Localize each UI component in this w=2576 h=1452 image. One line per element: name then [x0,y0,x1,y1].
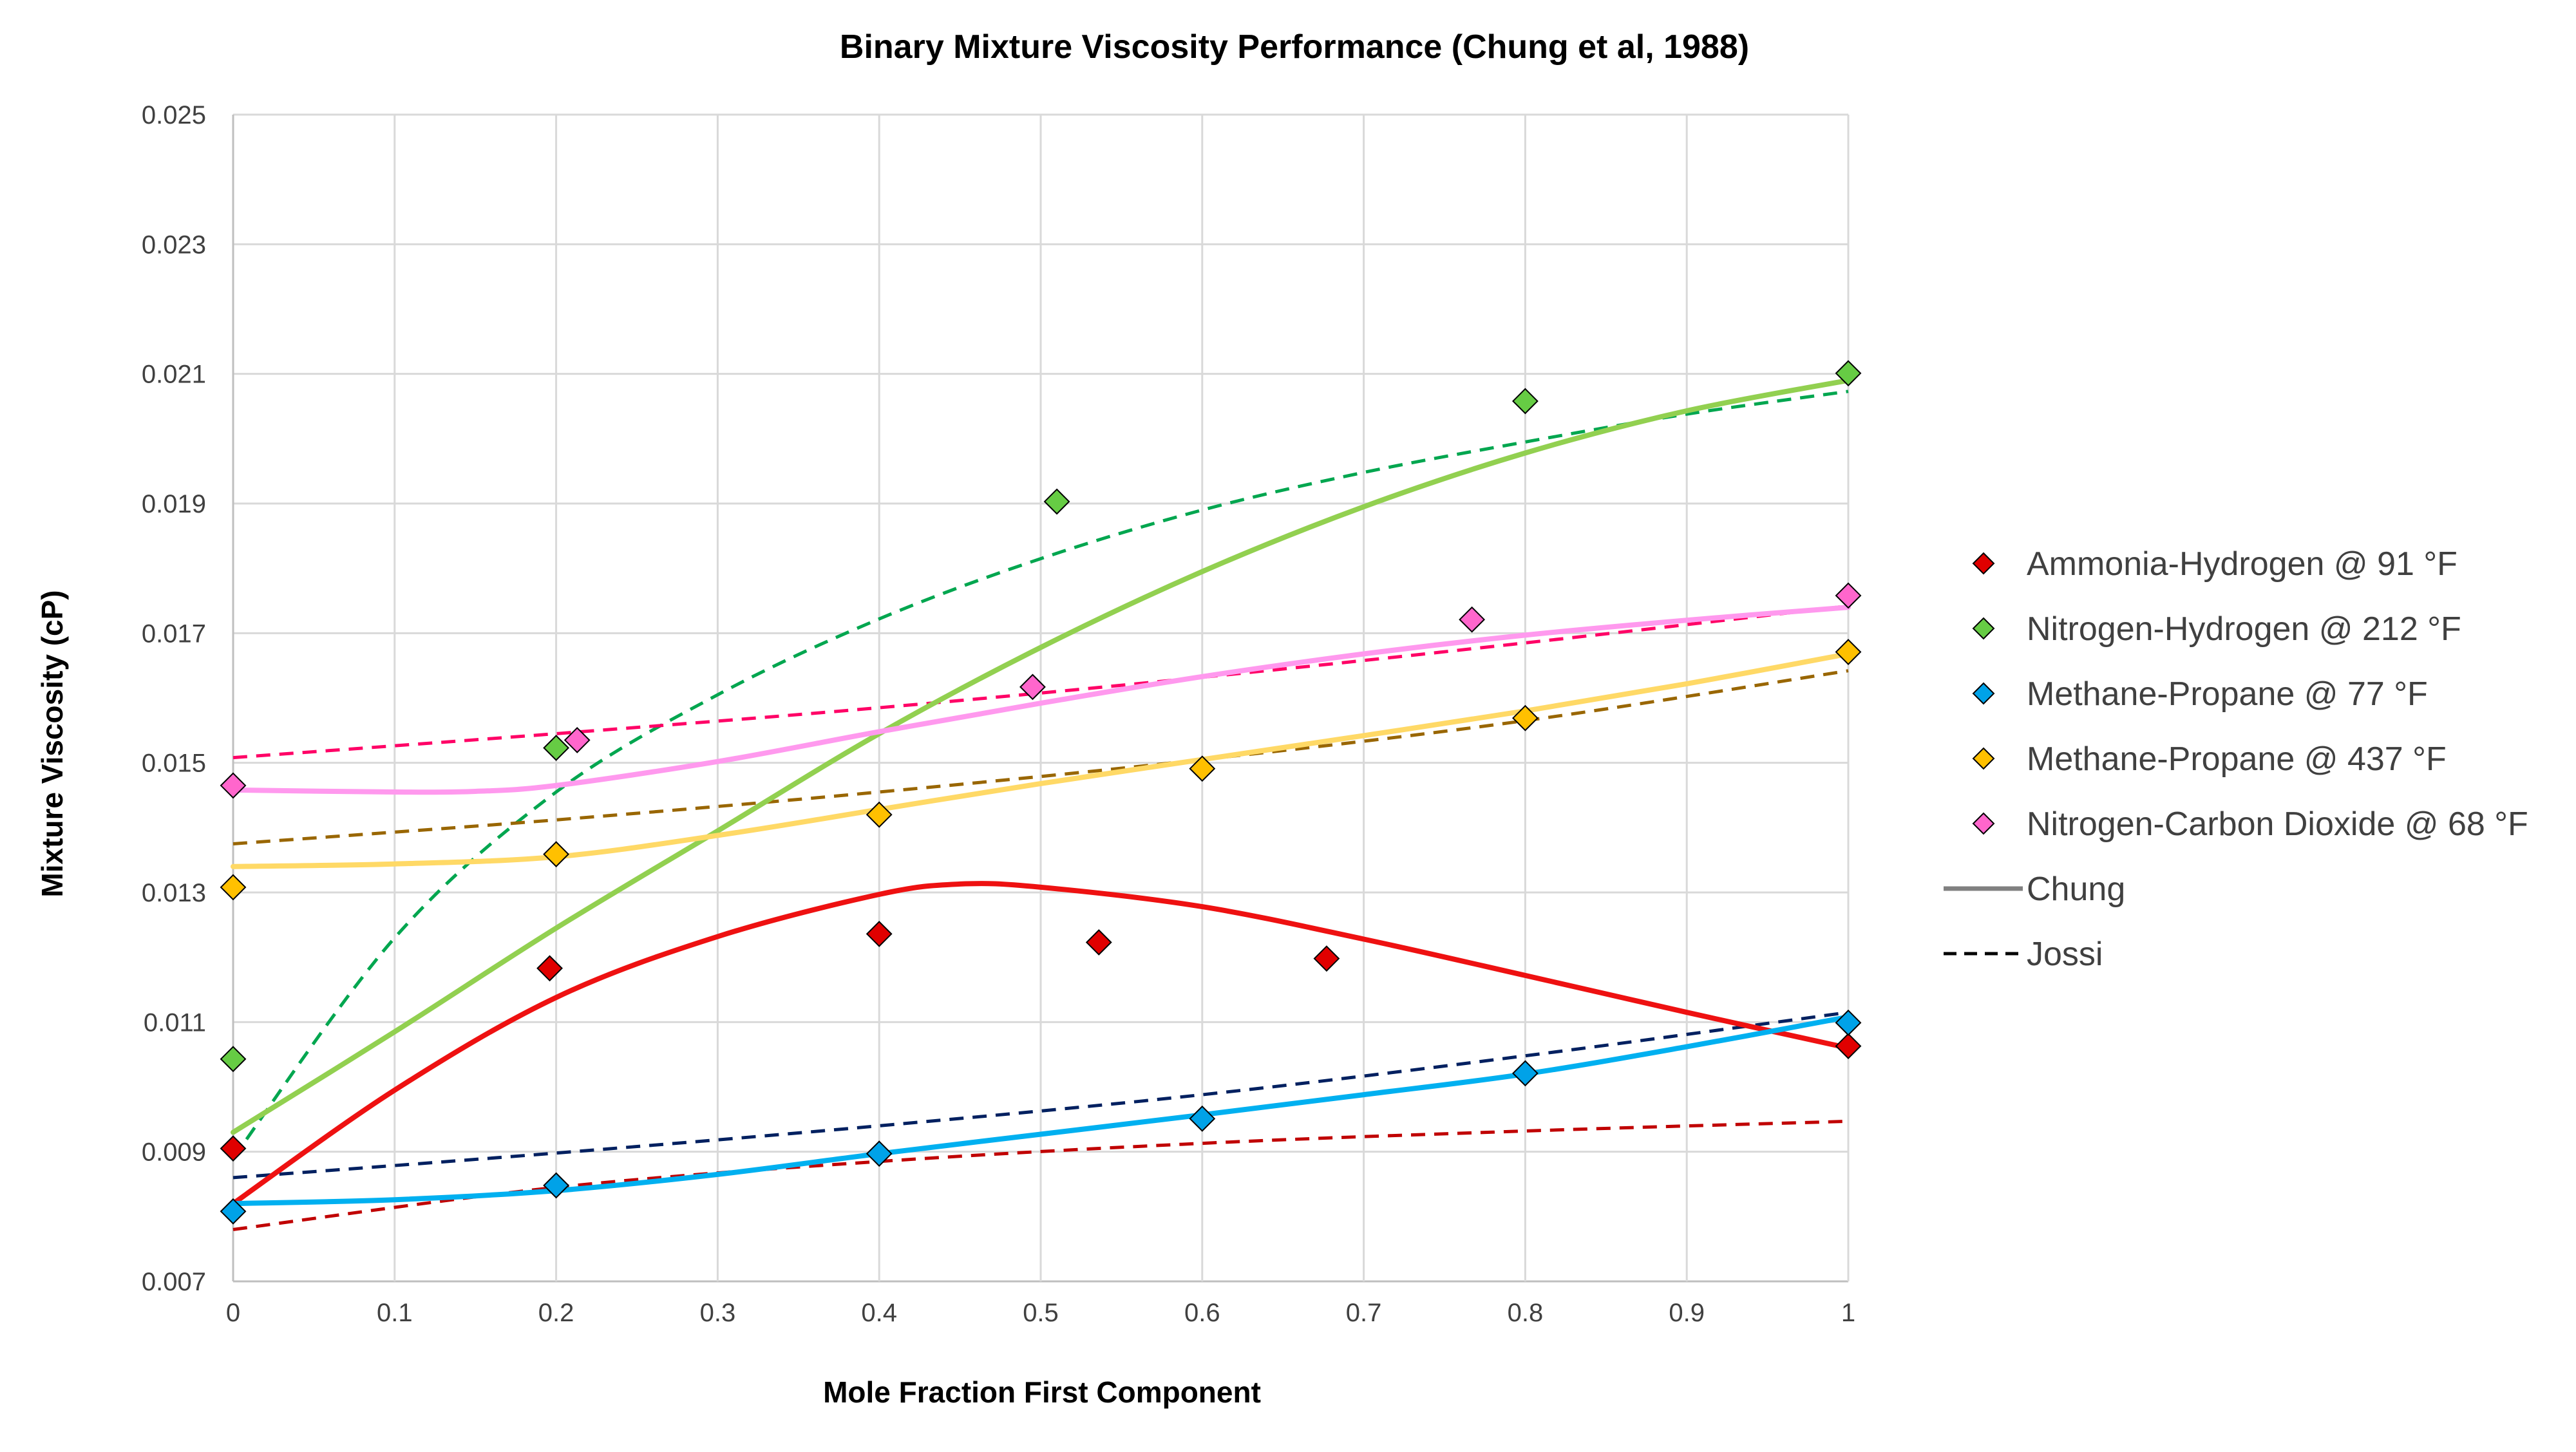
y-tick-label: 0.017 [142,619,206,648]
legend-label: Nitrogen-Carbon Dioxide @ 68 °F [2027,806,2528,843]
legend-marker [1972,682,1995,705]
data-point [1189,755,1216,782]
y-axis-title: Mixture Viscosity (cP) [35,590,69,897]
data-point [220,772,247,799]
jossi-line [232,669,1849,845]
data-point [1019,674,1046,701]
jossi-line [232,1010,1849,1180]
chart-title: Binary Mixture Viscosity Performance (Ch… [840,28,1749,66]
x-tick-label: 0.1 [377,1299,413,1327]
data-point [1085,929,1112,956]
y-tick-label: 0.023 [142,231,206,259]
data-point [1835,582,1862,609]
legend-label: Chung [2027,871,2125,908]
x-tick-label: 0.7 [1346,1299,1382,1327]
data-point [543,1172,570,1199]
tick-layer: 0.007 0.009 0.011 0.013 0.015 0.017 0.019 0.021… [142,101,1855,1327]
legend-marker [1972,552,1995,575]
x-tick-label: 0.6 [1184,1299,1220,1327]
y-tick-label: 0.009 [142,1138,206,1167]
legend-marker [1972,812,1995,835]
data-point [1511,704,1539,731]
data-point [1043,488,1070,515]
x-tick-label: 0.8 [1508,1299,1544,1327]
data-point [1835,1009,1862,1036]
x-tick-label: 0.9 [1669,1299,1705,1327]
y-tick-label: 0.011 [144,1008,206,1037]
grid-layer [232,113,1850,1283]
data-point [543,735,570,761]
x-tick-label: 0.3 [700,1299,736,1327]
legend-label: Ammonia-Hydrogen @ 91 °F [2027,545,2458,583]
chung-line [231,881,1851,1207]
data-point [220,1135,247,1162]
x-tick-label: 1 [1841,1299,1855,1327]
data-points [220,360,1862,1225]
chung-line [231,1014,1851,1207]
legend-label: Jossi [2027,936,2103,973]
y-tick-label: 0.013 [142,879,206,907]
y-tick-label: 0.007 [142,1268,206,1296]
legend-marker [1972,747,1995,770]
jossi-line [231,390,1849,1160]
data-point [543,841,570,868]
legend-label: Nitrogen-Hydrogen @ 212 °F [2027,610,2461,648]
chung-line [231,605,1851,795]
data-point [1511,388,1539,415]
legend-marker [1972,617,1995,640]
x-tick-label: 0.4 [861,1299,897,1327]
data-point [866,1140,893,1167]
x-tick-label: 0 [226,1299,240,1327]
legend: Ammonia-Hydrogen @ 91 °F Nitrogen-Hydroge… [1944,545,2528,973]
data-point [220,1198,247,1225]
data-point [866,801,893,828]
data-point [1835,1033,1862,1059]
legend-label: Methane-Propane @ 77 °F [2027,675,2428,713]
jossi-line [232,604,1849,760]
data-point [564,727,591,753]
y-tick-label: 0.019 [142,490,206,518]
data-point [1835,360,1862,387]
data-point [866,921,893,947]
y-tick-label: 0.021 [142,361,206,389]
chung-lines [231,377,1851,1207]
chung-line [231,651,1851,869]
x-tick-label: 0.5 [1023,1299,1059,1327]
data-point [220,1046,247,1073]
data-point [1189,1105,1216,1132]
data-point [1511,1060,1539,1087]
y-tick-label: 0.025 [142,101,206,129]
data-point [1459,606,1486,633]
y-tick-label: 0.015 [142,750,206,778]
data-point [1835,639,1862,665]
x-tick-label: 0.2 [538,1299,574,1327]
data-point [536,955,563,982]
legend-label: Methane-Propane @ 437 °F [2027,740,2447,778]
data-point [220,874,247,901]
chung-line [231,377,1851,1135]
data-point [1313,945,1340,972]
x-axis-title: Mole Fraction First Component [823,1375,1261,1409]
